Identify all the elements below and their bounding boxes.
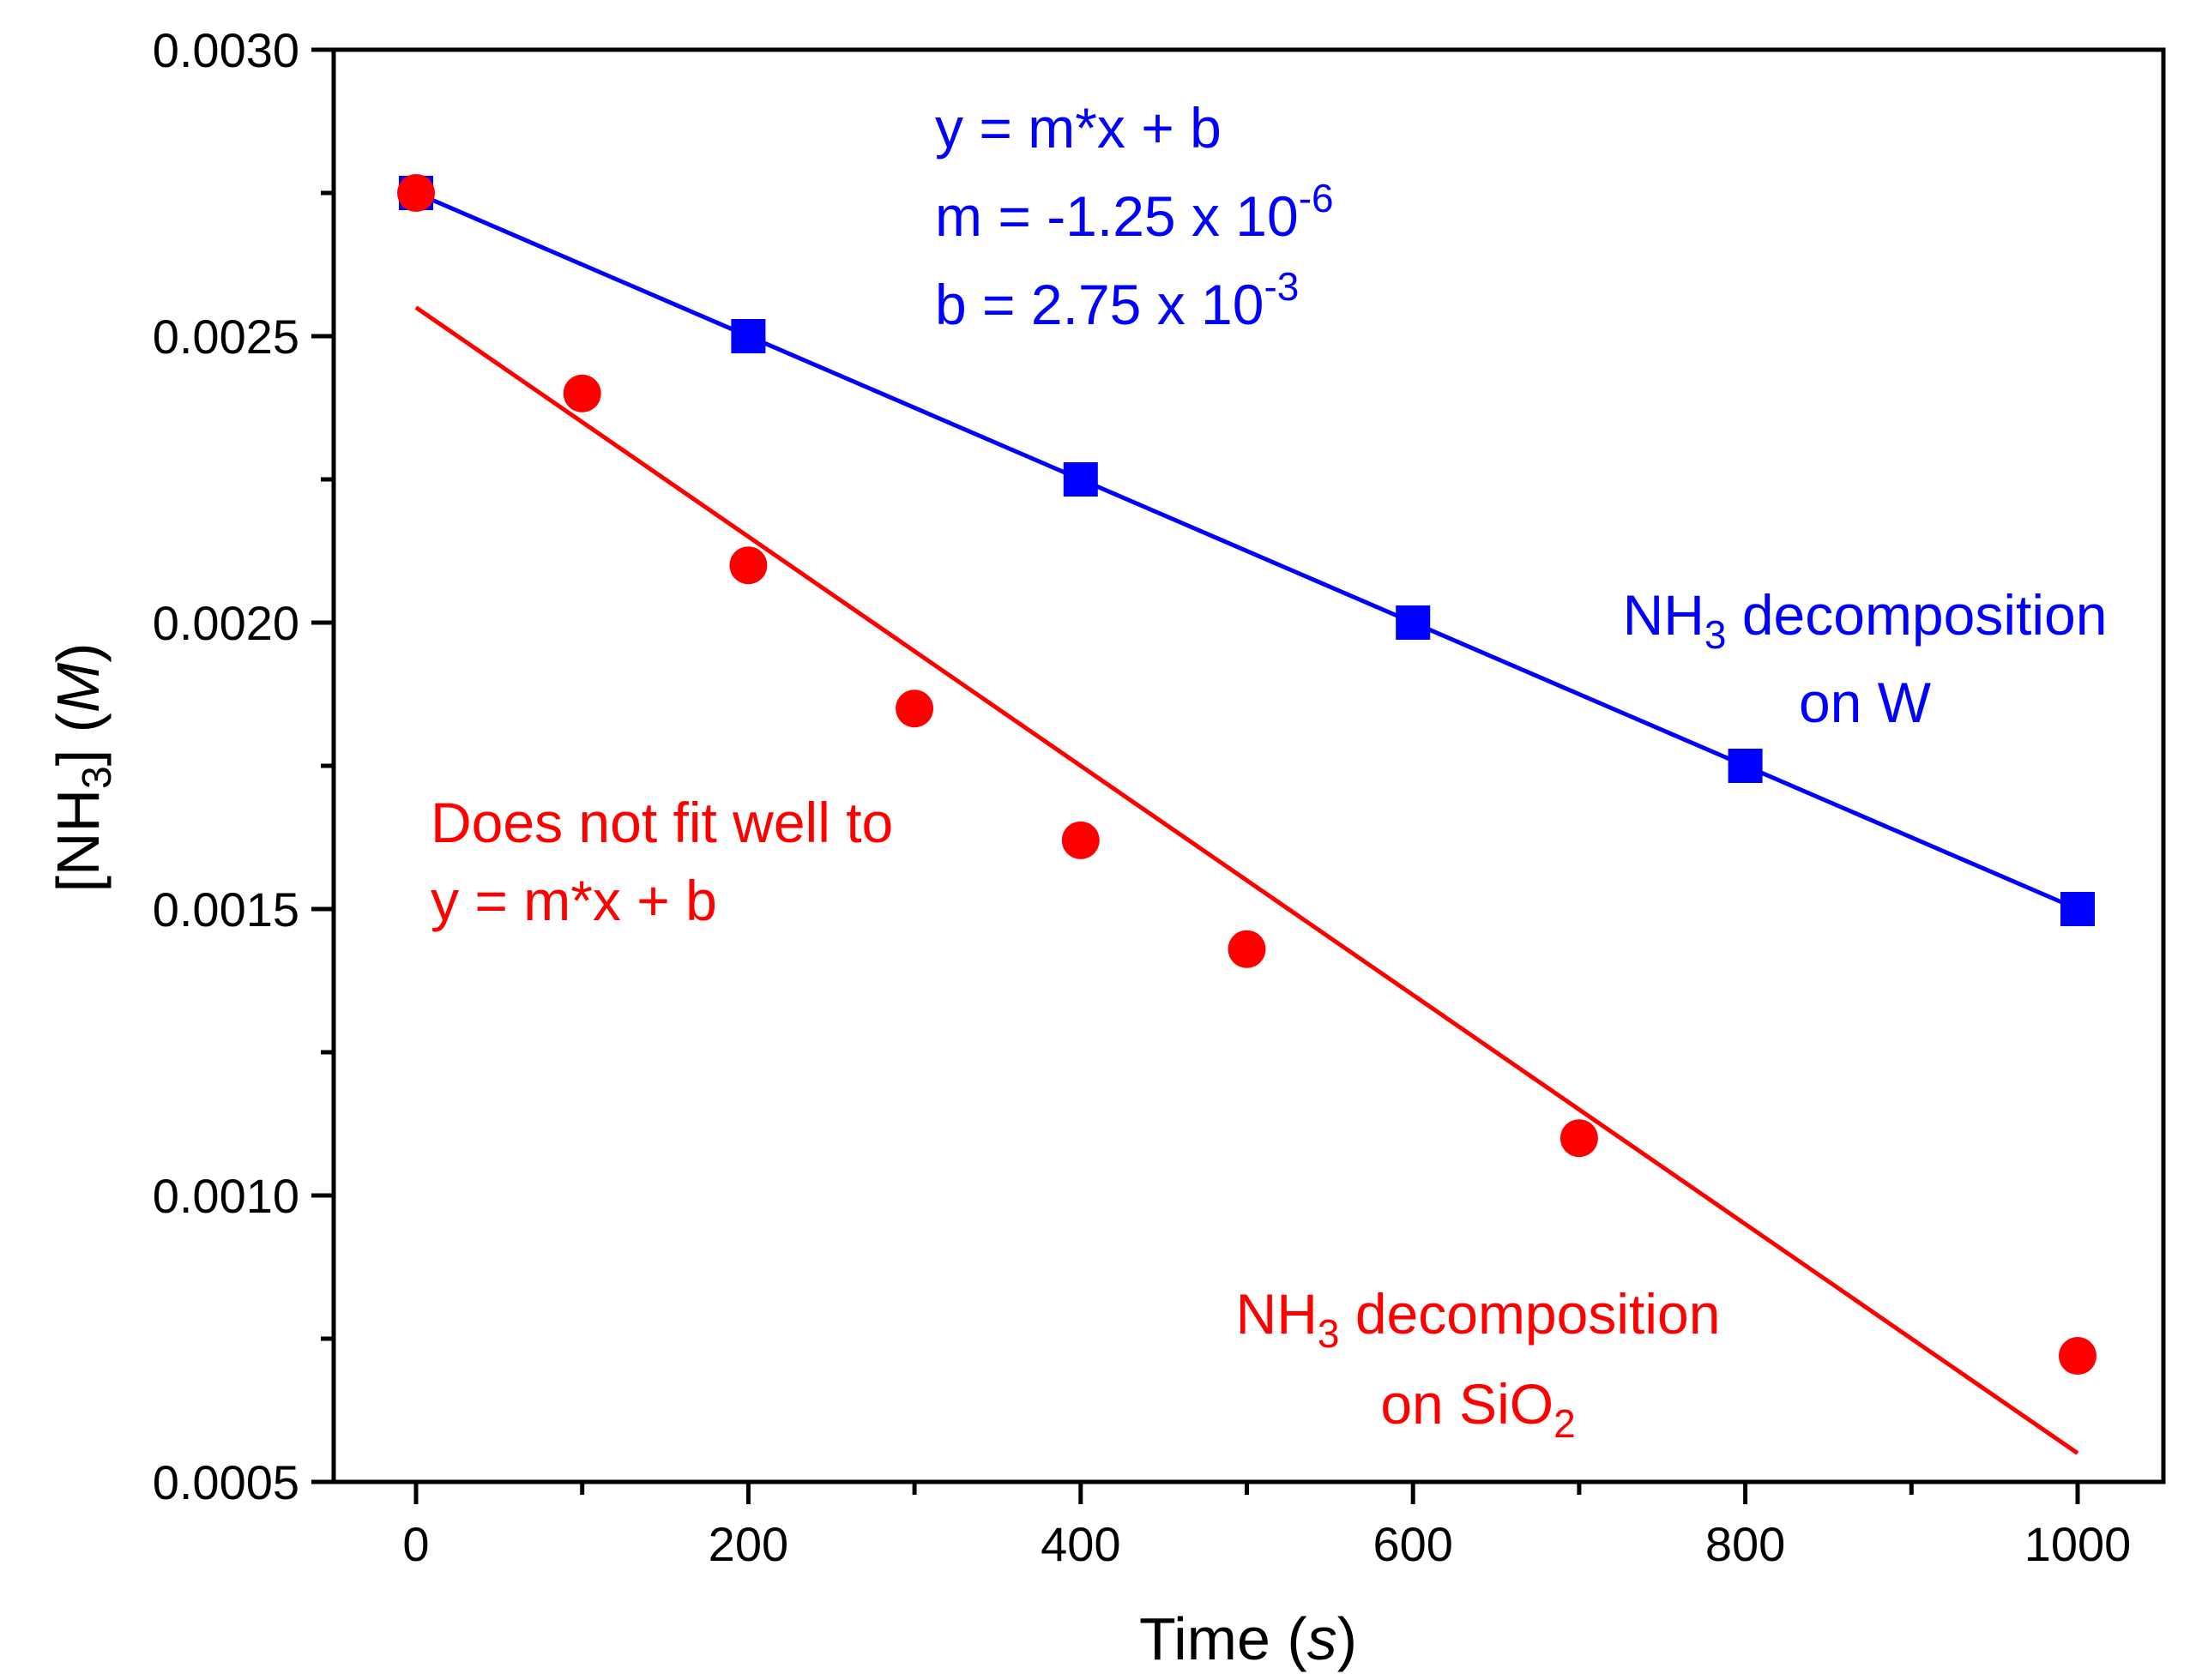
y-tick-label: 0.0030 (153, 23, 299, 77)
data-point-w (1063, 462, 1098, 497)
blue-series-label-2: on W (1799, 671, 1932, 734)
data-point-w (2060, 892, 2095, 926)
y-axis-title: [NH3] (M) (45, 642, 120, 892)
x-tick-label: 0 (402, 1517, 429, 1571)
x-tick-label: 400 (1041, 1517, 1120, 1571)
red-series-label-1: NH3 decomposition (1236, 1282, 1721, 1356)
data-point-sio2 (1061, 821, 1100, 859)
blue-intercept: b = 2.75 x 10-3 (935, 264, 1299, 336)
y-tick-label: 0.0025 (153, 310, 299, 364)
blue-fit-annotation: y = m*x + b m = -1.25 x 10-6 b = 2.75 x … (935, 96, 2107, 734)
plot-frame (331, 47, 2166, 1484)
y-tick-label: 0.0010 (153, 1169, 299, 1223)
data-point-sio2 (2059, 1337, 2096, 1376)
red-series-label-2: on SiO2 (1380, 1372, 1575, 1446)
data-point-sio2 (563, 374, 601, 412)
axis-ticks: 0 200 400 600 800 1000 0.0005 0.0010 0.0015 0.002… (153, 23, 2132, 1571)
fit-line-w (415, 190, 2078, 912)
x-tick-label: 600 (1372, 1517, 1452, 1571)
x-tick-label: 800 (1705, 1517, 1785, 1571)
data-point-w (731, 319, 766, 353)
red-annotation: Does not fit well to y = m*x + b NH3 dec… (431, 791, 1720, 1446)
y-tick-label: 0.0005 (153, 1455, 299, 1509)
data-point-w (1728, 749, 1763, 783)
red-note-2: y = m*x + b (431, 869, 717, 932)
fit-lines (414, 190, 2079, 1455)
x-tick-label: 200 (709, 1517, 788, 1571)
data-point-sio2 (397, 174, 435, 212)
data-point-w (1396, 605, 1431, 640)
red-note-1: Does not fit well to (431, 791, 893, 854)
data-point-sio2 (896, 689, 934, 728)
data-point-sio2 (729, 546, 768, 585)
y-tick-label: 0.0015 (153, 882, 299, 936)
data-point-sio2 (1560, 1119, 1598, 1158)
fit-line-sio2 (414, 305, 2079, 1455)
blue-slope: m = -1.25 x 10-6 (935, 176, 1334, 248)
blue-series-label-1: NH3 decomposition (1623, 583, 2108, 657)
x-axis-title: Time (s) (1139, 1605, 1357, 1672)
data-point-sio2 (1228, 930, 1266, 968)
y-tick-label: 0.0020 (153, 596, 299, 650)
blue-equation: y = m*x + b (935, 96, 1222, 160)
data-points (397, 174, 2096, 1376)
x-tick-label: 1000 (2024, 1517, 2132, 1571)
